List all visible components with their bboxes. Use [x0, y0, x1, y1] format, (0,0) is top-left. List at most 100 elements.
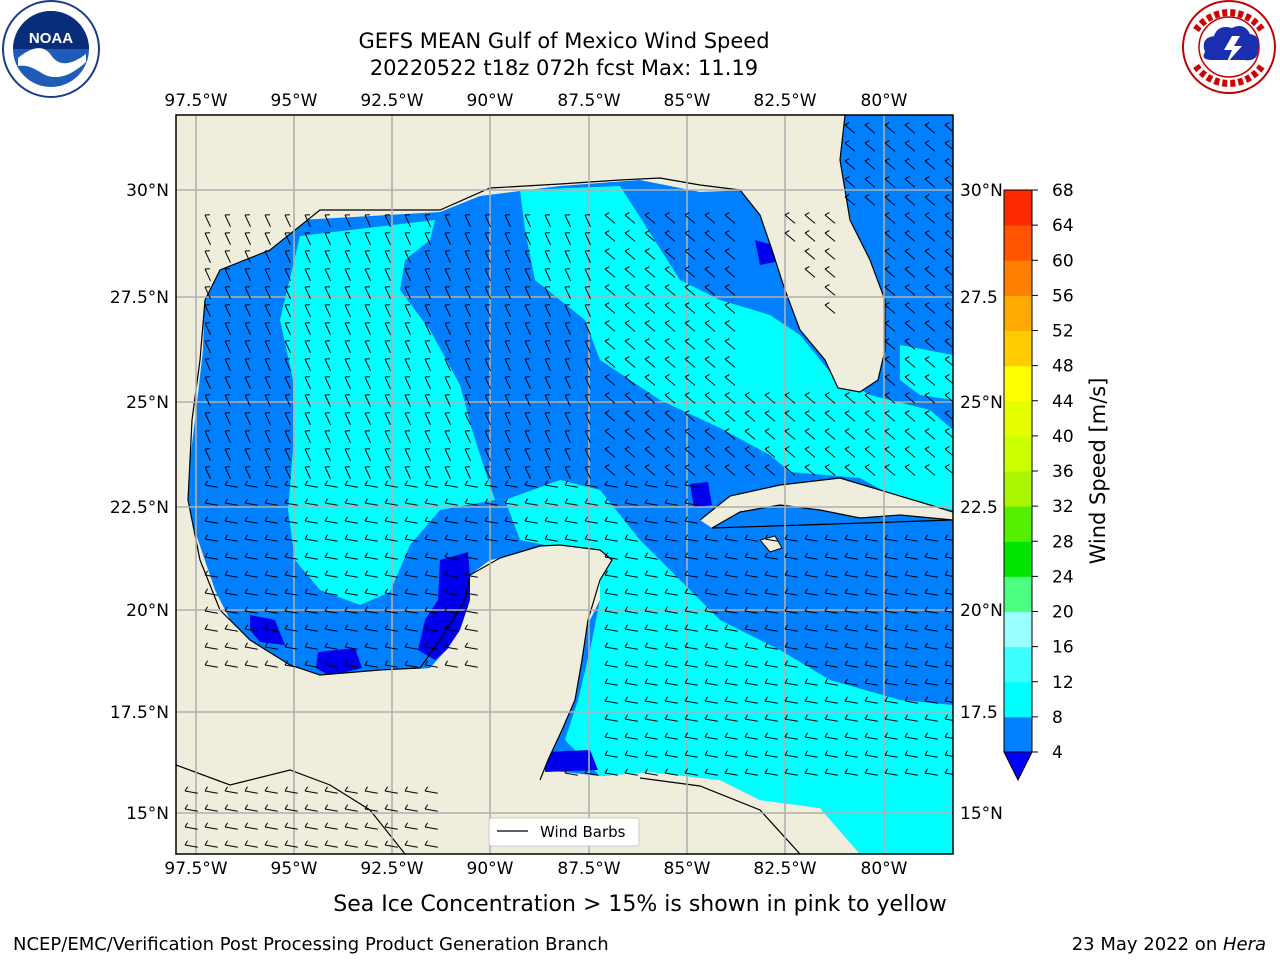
wind-barb — [464, 664, 478, 668]
wind-barb-flag — [844, 176, 850, 180]
wind-barb-flag — [304, 660, 309, 666]
wind-barb-flag — [284, 534, 289, 540]
wind-barb — [564, 304, 571, 318]
wind-barb — [424, 502, 438, 506]
wind-barb — [464, 394, 471, 408]
lat-tick-left: 15°N — [126, 804, 169, 824]
wind-barb — [884, 772, 898, 776]
wind-barb — [944, 142, 953, 151]
wind-barb — [684, 574, 698, 578]
wind-barb — [784, 736, 798, 740]
wind-barb-flag — [644, 498, 649, 504]
wind-barb-flag — [324, 642, 329, 648]
wind-barb — [884, 268, 896, 278]
wind-barb — [684, 394, 696, 404]
wind-barb-flag — [244, 804, 249, 810]
wind-barb — [584, 448, 591, 462]
wind-barb-flag — [864, 714, 869, 720]
wind-barb — [204, 610, 218, 614]
wind-barb-flag — [784, 714, 789, 720]
wind-barb-flag — [664, 266, 670, 270]
wind-barb — [284, 376, 291, 390]
wind-barb — [224, 340, 231, 354]
wind-barb-flag — [624, 338, 630, 342]
wind-barb — [324, 232, 331, 246]
wind-barb — [424, 340, 431, 354]
wind-barb — [824, 286, 836, 296]
wind-barb-flag — [844, 750, 849, 756]
wind-barb — [924, 682, 938, 686]
wind-barb — [244, 286, 251, 300]
wind-barb — [764, 772, 778, 776]
wind-barb-flag — [684, 642, 689, 648]
wind-barb — [904, 592, 918, 596]
wind-barb — [584, 772, 598, 776]
wind-barb — [244, 394, 251, 408]
wind-barb — [584, 214, 591, 228]
wind-barb — [384, 448, 391, 462]
wind-barb — [544, 520, 558, 524]
wind-barb-flag — [624, 498, 629, 504]
wind-barb-flag — [864, 768, 869, 774]
wind-barb — [624, 664, 638, 668]
wind-barb-flag — [904, 714, 909, 720]
wind-barb-flag — [464, 480, 469, 486]
wind-barb — [324, 376, 331, 390]
wind-barb — [624, 718, 638, 722]
wind-barb — [184, 826, 198, 830]
wind-barb-flag — [784, 230, 790, 234]
wind-barb — [784, 754, 798, 758]
wind-barb — [304, 394, 311, 408]
wind-barb-flag — [344, 588, 349, 594]
wind-barb — [224, 322, 231, 336]
wind-barb-flag — [404, 588, 409, 594]
wind-barb-flag — [224, 840, 229, 846]
wind-barb-flag — [884, 158, 890, 162]
wind-barb-flag — [924, 768, 929, 774]
wind-barb-flag — [324, 480, 329, 486]
wind-barb — [584, 340, 591, 354]
wind-barb — [404, 412, 411, 426]
wind-barb-flag — [844, 446, 850, 450]
wind-barb — [704, 466, 716, 476]
wind-barb — [424, 628, 438, 632]
wind-barb — [384, 664, 398, 668]
wind-barb — [624, 358, 636, 368]
wind-barb — [924, 322, 936, 332]
wind-barb-flag — [204, 480, 209, 486]
wind-barb — [224, 574, 238, 578]
wind-barb — [264, 826, 278, 830]
wind-barb — [224, 268, 231, 282]
wind-barb — [844, 124, 856, 134]
wind-barb-flag — [944, 552, 949, 558]
wind-barb-flag — [624, 446, 630, 450]
wind-barb — [744, 556, 758, 560]
wind-barb — [364, 808, 378, 812]
wind-barb-flag — [664, 768, 669, 774]
wind-barb-flag — [724, 642, 729, 648]
wind-barb-flag — [644, 410, 650, 414]
wind-barb-flag — [924, 392, 930, 396]
wind-barb-flag — [824, 248, 830, 252]
wind-barb — [664, 772, 678, 776]
wind-barb — [604, 538, 618, 542]
wind-barb — [924, 628, 938, 632]
wind-barb — [884, 340, 896, 350]
wind-barb — [424, 556, 438, 560]
wind-barb-flag — [764, 428, 770, 432]
wind-barb-flag — [684, 552, 689, 558]
wind-barb — [684, 340, 696, 350]
wind-barb — [384, 430, 391, 444]
wind-barb — [404, 340, 411, 354]
wind-barb — [824, 628, 838, 632]
wind-barb — [224, 520, 238, 524]
wind-barb-flag — [624, 392, 630, 396]
wind-barb — [324, 430, 331, 444]
wind-barb — [324, 592, 338, 596]
wind-barb — [904, 610, 918, 614]
wind-barb-flag — [644, 624, 649, 630]
wind-barb-flag — [364, 480, 369, 486]
wind-barb-flag — [524, 480, 529, 486]
wind-barb-flag — [324, 840, 329, 846]
wind-barb-flag — [864, 588, 869, 594]
